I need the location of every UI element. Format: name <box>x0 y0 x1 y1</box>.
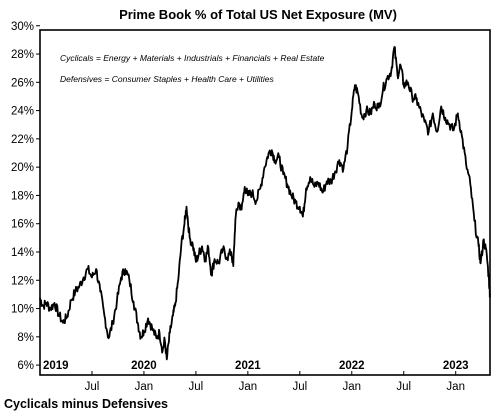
x-axis: Jul Jan Jul Jan Jul Jan Jul Jan 2019 2020 2021 2022… <box>43 360 469 393</box>
series-line-cyclicals-minus-defensives <box>39 46 491 361</box>
y-tick-label: 8% <box>17 332 34 344</box>
cyclicals-note: Cyclicals = Energy + Materials + Industr… <box>60 53 325 63</box>
y-tick-label: 22% <box>11 134 34 146</box>
y-tick-label: 6% <box>17 360 34 372</box>
x-tick-label: Jan <box>343 381 362 393</box>
y-tick-label: 26% <box>11 77 34 89</box>
chart-footer: Cyclicals minus Defensives <box>4 397 168 411</box>
defensives-note: Defensives = Consumer Staples + Health C… <box>60 74 275 84</box>
x-tick-label: Jul <box>85 381 100 393</box>
y-tick-label: 28% <box>11 49 34 61</box>
plot-frame <box>39 29 491 376</box>
chart-title: Prime Book % of Total US Net Exposure (M… <box>119 7 397 22</box>
y-tick-label: 12% <box>11 275 34 287</box>
y-tick-label: 14% <box>11 247 34 259</box>
x-year-label: 2019 <box>43 360 69 372</box>
y-axis: 30% 28% 26% 24% 22% 20% 18% 16% 14% 12% 10% 8% 6% <box>11 21 40 372</box>
y-tick-label: 16% <box>11 219 34 231</box>
y-tick-label: 10% <box>11 304 34 316</box>
y-tick-label: 18% <box>11 190 34 202</box>
x-tick-label: Jan <box>446 381 465 393</box>
x-tick-label: Jan <box>239 381 258 393</box>
x-year-label: 2020 <box>131 360 157 372</box>
x-year-label: 2021 <box>235 360 261 372</box>
x-tick-label: Jul <box>189 381 204 393</box>
x-tick-label: Jul <box>396 381 411 393</box>
x-year-label: 2022 <box>339 360 365 372</box>
y-tick-label: 20% <box>11 162 34 174</box>
x-tick-label: Jan <box>135 381 154 393</box>
y-tick-label: 30% <box>11 21 34 33</box>
x-tick-label: Jul <box>292 381 307 393</box>
y-tick-label: 24% <box>11 106 34 118</box>
x-year-label: 2023 <box>443 360 469 372</box>
